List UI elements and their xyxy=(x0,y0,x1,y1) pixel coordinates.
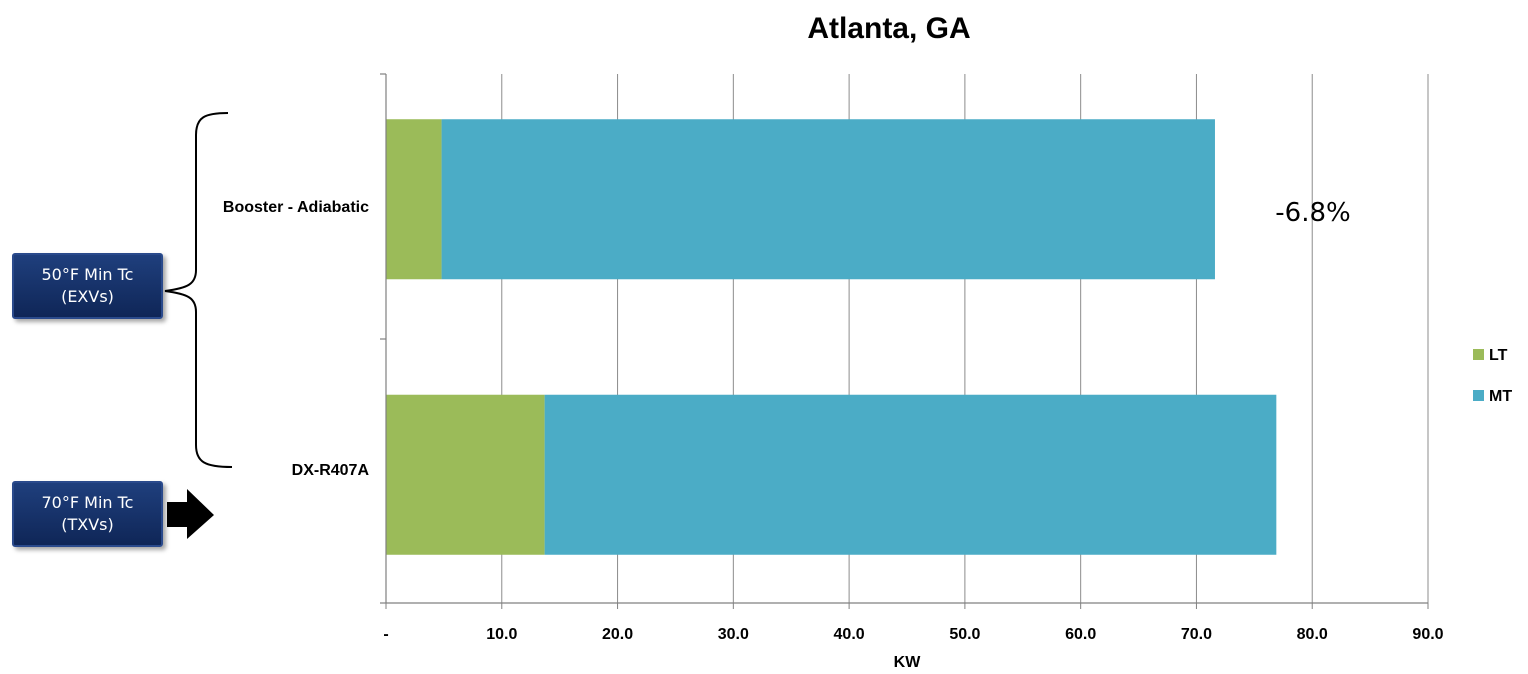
legend: LT MT xyxy=(1473,347,1512,405)
axes xyxy=(380,73,1428,604)
legend-swatch-mt xyxy=(1473,390,1484,401)
callout-50f-min-tc: 50°F Min Tc (EXVs) xyxy=(12,253,163,319)
category-label: DX-R407A xyxy=(292,462,370,479)
legend-label-mt: MT xyxy=(1489,388,1512,405)
y-category-labels: Booster - Adiabatic DX-R407A xyxy=(223,199,370,479)
x-tick-label: 50.0 xyxy=(949,626,980,643)
chart-title: Atlanta, GA xyxy=(807,12,970,45)
x-tick-label: 30.0 xyxy=(718,626,749,643)
brace-icon xyxy=(164,112,233,468)
callout-top-line2: (EXVs) xyxy=(61,287,114,306)
bar-lt xyxy=(386,394,545,555)
legend-label-lt: LT xyxy=(1489,347,1508,364)
callout-top-line1: 50°F Min Tc xyxy=(41,265,134,284)
x-tick-label: 10.0 xyxy=(486,626,517,643)
right-arrow-icon xyxy=(167,489,214,539)
x-tick-label: 70.0 xyxy=(1181,626,1212,643)
x-axis-label: KW xyxy=(894,654,922,671)
percent-annotation: -6.8% xyxy=(1275,198,1350,228)
callout-bottom-line1: 70°F Min Tc xyxy=(41,493,134,512)
callout-bottom-line2: (TXVs) xyxy=(61,515,114,534)
x-tick-label: 60.0 xyxy=(1065,626,1096,643)
bar-mt xyxy=(441,119,1215,280)
callout-70f-min-tc: 70°F Min Tc (TXVs) xyxy=(12,481,163,547)
legend-swatch-lt xyxy=(1473,349,1484,360)
x-tick-label: - xyxy=(383,626,388,643)
bar-lt xyxy=(386,119,442,280)
x-tick-label: 80.0 xyxy=(1297,626,1328,643)
bars xyxy=(386,119,1277,555)
category-label: Booster - Adiabatic xyxy=(223,199,369,216)
x-tick-label: 20.0 xyxy=(602,626,633,643)
x-tick-labels: - 10.0 20.0 30.0 40.0 50.0 60.0 70.0 80.0 90.0 xyxy=(383,626,1443,643)
bar-mt xyxy=(544,394,1277,555)
x-tick-label: 40.0 xyxy=(834,626,865,643)
x-tick-label: 90.0 xyxy=(1412,626,1443,643)
